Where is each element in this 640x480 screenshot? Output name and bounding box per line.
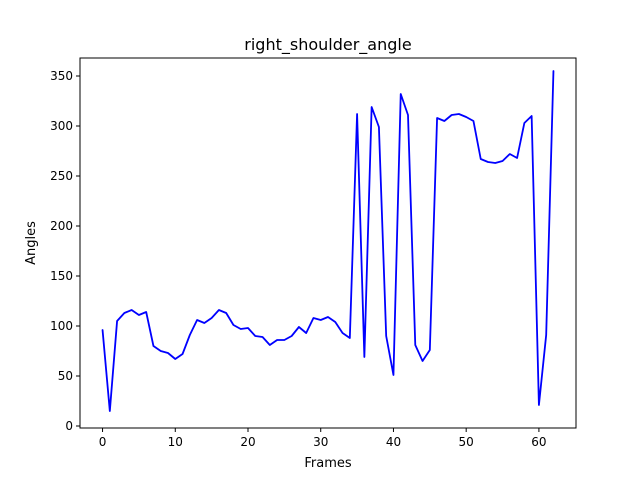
y-tick-label: 250 bbox=[50, 169, 73, 183]
chart-title: right_shoulder_angle bbox=[244, 35, 411, 55]
axes-frame bbox=[79, 57, 577, 429]
x-tick-label: 50 bbox=[459, 435, 474, 449]
x-tick-label: 60 bbox=[531, 435, 546, 449]
series-layer bbox=[101, 70, 555, 412]
x-axis: 0 10 20 30 40 50 60 bbox=[99, 428, 547, 449]
y-tick-label: 350 bbox=[50, 69, 73, 83]
y-tick-label: 200 bbox=[50, 219, 73, 233]
x-tick-label: 10 bbox=[168, 435, 183, 449]
y-tick-label: 50 bbox=[58, 369, 73, 383]
x-tick-label: 40 bbox=[386, 435, 401, 449]
y-tick-label: 150 bbox=[50, 269, 73, 283]
y-tick-label: 300 bbox=[50, 119, 73, 133]
plot-area: 0 10 20 30 40 50 60 0 50 100 150 200 250 300 350 bbox=[50, 57, 577, 449]
y-tick-label: 100 bbox=[50, 319, 73, 333]
x-tick-label: 30 bbox=[313, 435, 328, 449]
x-tick-label: 0 bbox=[99, 435, 107, 449]
series-line-0 bbox=[101, 70, 555, 412]
y-axis: 0 50 100 150 200 250 300 350 bbox=[50, 69, 80, 433]
x-tick-label: 20 bbox=[240, 435, 255, 449]
x-axis-label: Frames bbox=[304, 456, 352, 471]
y-axis-label: Angles bbox=[24, 221, 39, 265]
y-tick-label: 0 bbox=[65, 419, 73, 433]
